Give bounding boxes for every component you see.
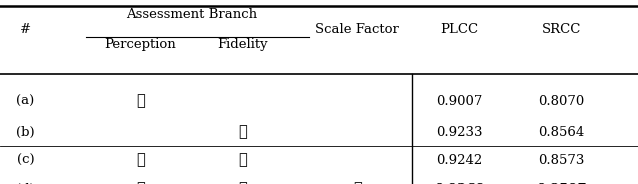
Text: 0.8573: 0.8573	[538, 154, 584, 167]
Text: (d): (d)	[16, 183, 35, 184]
Text: (b): (b)	[16, 126, 35, 139]
Text: ✓: ✓	[238, 125, 247, 139]
Text: (c): (c)	[17, 154, 34, 167]
Text: 0.8564: 0.8564	[538, 126, 584, 139]
Text: Scale Factor: Scale Factor	[315, 23, 399, 36]
Text: 0.8070: 0.8070	[538, 95, 584, 108]
Text: #: #	[20, 23, 31, 36]
Text: ✓: ✓	[136, 153, 145, 167]
Text: ✓: ✓	[238, 153, 247, 167]
Text: ✓: ✓	[136, 94, 145, 108]
Text: 0.9269: 0.9269	[434, 183, 485, 184]
Text: Fidelity: Fidelity	[217, 38, 268, 51]
Text: Perception: Perception	[105, 38, 176, 51]
Text: 0.9233: 0.9233	[436, 126, 482, 139]
Text: 0.8597: 0.8597	[536, 183, 587, 184]
Text: ✓: ✓	[238, 183, 247, 184]
Text: PLCC: PLCC	[440, 23, 478, 36]
Text: ✓: ✓	[353, 183, 362, 184]
Text: ✓: ✓	[136, 183, 145, 184]
Text: 0.9242: 0.9242	[436, 154, 482, 167]
Text: Assessment Branch: Assessment Branch	[126, 8, 257, 21]
Text: 0.9007: 0.9007	[436, 95, 482, 108]
Text: (a): (a)	[17, 95, 34, 108]
Text: SRCC: SRCC	[542, 23, 581, 36]
